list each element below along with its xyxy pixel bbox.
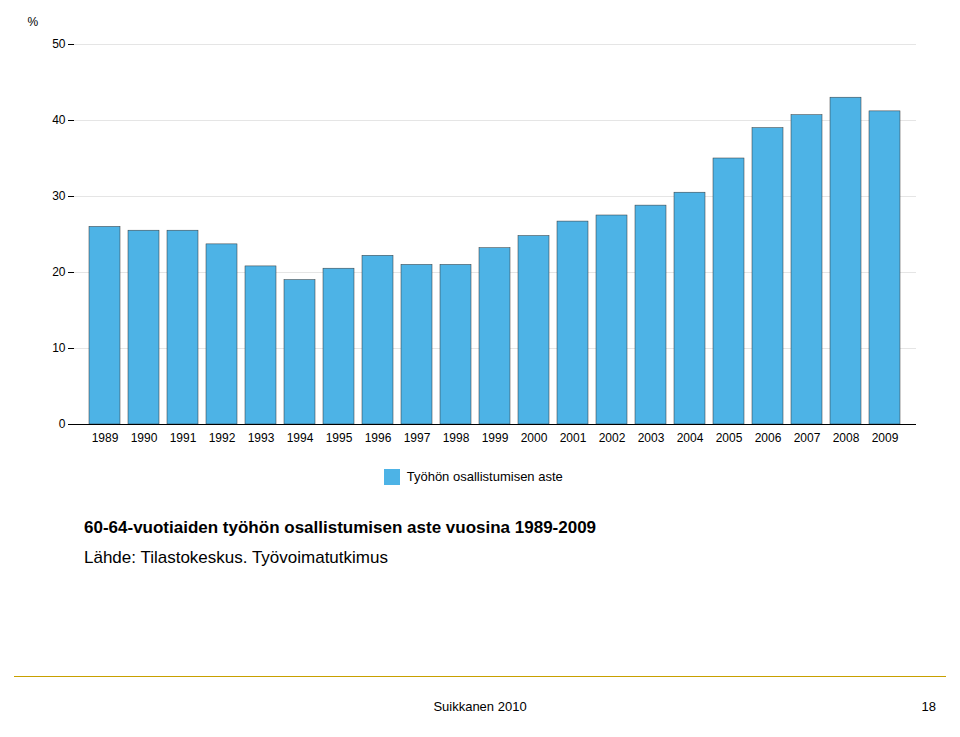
svg-text:2000: 2000 — [521, 431, 548, 445]
svg-text:1993: 1993 — [248, 431, 275, 445]
svg-text:1998: 1998 — [443, 431, 470, 445]
svg-text:2001: 2001 — [560, 431, 587, 445]
html-text:18: 18 — [921, 699, 936, 714]
svg-text:50: 50 — [52, 37, 66, 51]
svg-text:40: 40 — [52, 113, 66, 127]
svg-text:10: 10 — [52, 341, 66, 355]
svg-text:1990: 1990 — [131, 431, 158, 445]
html-text:60-64-vuotiaiden työhön osalli: 60-64-vuotiaiden työhön osallistumisen a… — [84, 517, 597, 537]
svg-text:1994: 1994 — [287, 431, 314, 445]
html-text:Lähde: Tilastokeskus. Työvoima: Lähde: Tilastokeskus. Työvoimatutkimus — [84, 547, 388, 567]
svg-text:1992: 1992 — [209, 431, 236, 445]
html-text:Suikkanen 2010: Suikkanen 2010 — [433, 699, 527, 714]
svg-text:2004: 2004 — [677, 431, 704, 445]
svg-text:2005: 2005 — [716, 431, 743, 445]
svg-text:2009: 2009 — [872, 431, 899, 445]
svg-text:0: 0 — [59, 417, 66, 431]
svg-text:20: 20 — [52, 265, 66, 279]
svg-text:1995: 1995 — [326, 431, 353, 445]
svg-text:1997: 1997 — [404, 431, 431, 445]
svg-text:1991: 1991 — [170, 431, 197, 445]
svg-text:30: 30 — [52, 189, 66, 203]
html-text:Työhön osallistumisen aste: Työhön osallistumisen aste — [406, 469, 563, 484]
svg-text:2003: 2003 — [638, 431, 665, 445]
svg-text:1989: 1989 — [92, 431, 119, 445]
svg-text:2008: 2008 — [833, 431, 860, 445]
svg-text:%: % — [28, 15, 39, 29]
svg-text:1996: 1996 — [365, 431, 392, 445]
svg-text:1999: 1999 — [482, 431, 509, 445]
svg-text:2007: 2007 — [794, 431, 821, 445]
svg-text:2002: 2002 — [599, 431, 626, 445]
svg-text:2006: 2006 — [755, 431, 782, 445]
